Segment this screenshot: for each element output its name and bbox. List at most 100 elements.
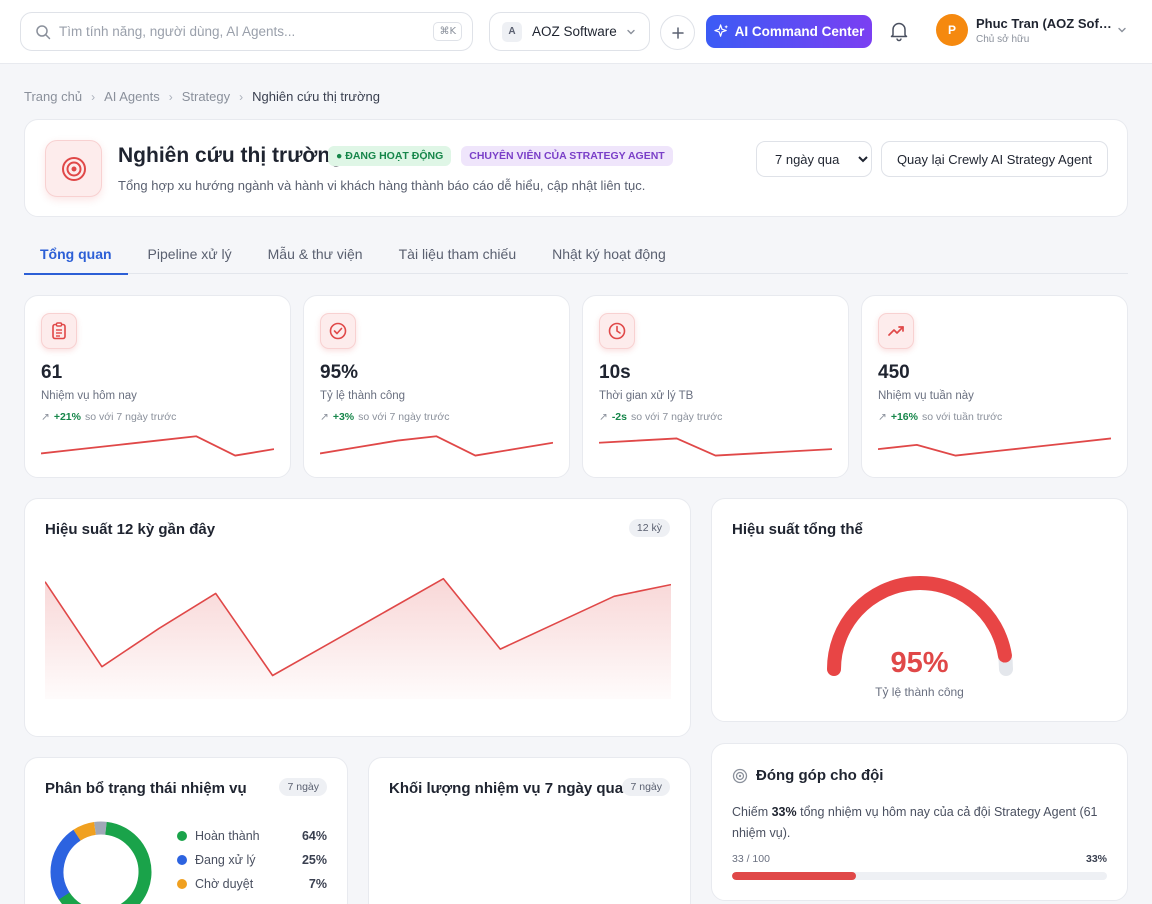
shortcut-hint: ⌘K (433, 22, 462, 41)
user-menu[interactable]: P Phuc Tran (AOZ Software) Chủ sở hữu (936, 14, 1128, 46)
stat-label: Nhiệm vụ tuần này (878, 390, 974, 402)
legend-label: Hoàn thành (195, 829, 260, 843)
ai-command-center-button[interactable]: AI Command Center (706, 15, 872, 48)
contribution-text-suffix: tổng nhiệm vụ hôm nay của cả đội Strateg… (732, 805, 1098, 840)
clipboard-icon (41, 313, 77, 349)
stat-delta: +3% (332, 411, 355, 423)
tab-references[interactable]: Tài liệu tham chiếu (398, 246, 517, 262)
sparkline-series (320, 435, 553, 457)
performance-chart-title: Hiệu suất 12 kỳ gần đây (45, 521, 216, 538)
progress-track (732, 872, 1107, 880)
breadcrumb: Trang chủ › AI Agents › Strategy › Nghiê… (24, 89, 380, 104)
back-to-strategy-agent-button[interactable]: Quay lại Crewly AI Strategy Agent (881, 141, 1108, 177)
period-pill: 12 kỳ (628, 519, 670, 537)
trend-up-icon (878, 313, 914, 349)
tab-templates[interactable]: Mẫu & thư viện (267, 246, 363, 262)
ai-command-center-label: AI Command Center (734, 24, 865, 39)
page-description: Tổng hợp xu hướng ngành và hành vi khách… (118, 178, 646, 193)
arrow-up-right-icon: ↗ (320, 411, 329, 423)
team-contribution-card: Đóng góp cho đội Chiếm 33% tổng nhiệm vụ… (711, 743, 1128, 901)
gauge-label: Tỷ lệ thành công (875, 685, 964, 699)
stat-value: 61 (41, 362, 63, 383)
avatar: P (936, 14, 968, 46)
success-gauge (827, 576, 1013, 676)
stat-delta-note: so với 7 ngày trước (631, 411, 723, 423)
sparkline-series (41, 435, 274, 457)
legend-dot (177, 879, 187, 889)
stat-delta: +16% (890, 411, 918, 423)
legend-label: Chờ duyệt (195, 877, 254, 891)
status-donut-chart (50, 821, 152, 904)
role-badge: CHUYÊN VIÊN CỦA STRATEGY AGENT (461, 146, 673, 166)
stat-card-success-rate: 95% Tỷ lệ thành công ↗ +3% so với 7 ngày t… (303, 295, 570, 478)
volume-title: Khối lượng nhiệm vụ 7 ngày qua (389, 780, 624, 797)
stat-card-avg-time: 10s Thời gian xử lý TB ↗ -2s so với 7 ngày… (582, 295, 849, 478)
workspace-switcher[interactable]: A AOZ Software (489, 12, 650, 51)
arrow-up-right-icon: ↗ (599, 411, 608, 423)
period-pill: 7 ngày (622, 778, 670, 796)
workspace-badge: A (502, 21, 522, 42)
sparkline (599, 437, 832, 457)
performance-area-chart (45, 577, 671, 699)
stat-value: 10s (599, 362, 631, 383)
legend-item: Chờ duyệt 7% (177, 877, 327, 891)
contribution-title: Đóng góp cho đội (756, 767, 884, 784)
overall-performance-card: Hiệu suất tổng thể 95% Tỷ lệ thành công (711, 498, 1128, 722)
target-icon (732, 768, 748, 784)
performance-chart-card: Hiệu suất 12 kỳ gần đây 12 kỳ (24, 498, 691, 737)
notifications-button[interactable] (888, 20, 910, 45)
sparkline (320, 435, 553, 457)
plus-icon (671, 26, 684, 39)
stat-card-tasks-today: 61 Nhiệm vụ hôm nay ↗ +21% so với 7 ngày t… (24, 295, 291, 478)
gauge-fill (827, 576, 1012, 676)
legend-pct: 25% (301, 853, 327, 867)
add-button[interactable] (660, 15, 695, 50)
chevron-down-icon (1118, 27, 1126, 33)
stat-label: Tỷ lệ thành công (320, 390, 406, 402)
stat-delta: -2s (611, 411, 627, 423)
tab-activity-log[interactable]: Nhật ký hoạt động (552, 246, 666, 262)
user-role: Chủ sở hữu (976, 33, 1030, 45)
legend-item: Hoàn thành 64% (177, 829, 327, 843)
breadcrumb-current: Nghiên cứu thị trường (252, 89, 380, 104)
breadcrumb-strategy[interactable]: Strategy (181, 89, 231, 104)
donut-slice (50, 821, 152, 904)
tab-pipeline[interactable]: Pipeline xử lý (147, 246, 232, 262)
contribution-share: 33% (771, 805, 797, 819)
stat-value: 95% (320, 362, 359, 383)
stat-value: 450 (878, 362, 910, 383)
target-icon (45, 140, 102, 197)
sparkle-icon (713, 24, 728, 37)
chevron-right-icon: › (168, 89, 173, 104)
sparkline (41, 435, 274, 457)
overall-title: Hiệu suất tổng thể (732, 521, 863, 538)
task-volume-card: Khối lượng nhiệm vụ 7 ngày qua 7 ngày (368, 757, 691, 904)
search-box[interactable]: ⌘K (20, 12, 473, 51)
top-bar: ⌘K A AOZ Software AI Command Center P Ph… (0, 0, 1152, 64)
area-fill (45, 578, 671, 699)
chevron-right-icon: › (91, 89, 96, 104)
legend-pct: 7% (308, 877, 327, 891)
stat-label: Nhiệm vụ hôm nay (41, 390, 137, 402)
sparkline-series (878, 437, 1111, 457)
page-title: Nghiên cứu thị trường (118, 144, 343, 167)
legend-item: Đang xử lý 25% (177, 853, 327, 867)
clock-icon (599, 313, 635, 349)
contribution-text-prefix: Chiếm (732, 805, 772, 819)
bell-icon (890, 22, 908, 42)
progress-fill (732, 872, 856, 880)
distribution-title: Phân bổ trạng thái nhiệm vụ (45, 780, 247, 797)
check-circle-icon (320, 313, 356, 349)
status-distribution-card: Phân bổ trạng thái nhiệm vụ 7 ngày Hoàn … (24, 757, 348, 904)
tab-overview[interactable]: Tổng quan (24, 234, 128, 275)
breadcrumb-ai-agents[interactable]: AI Agents (104, 89, 160, 104)
period-pill: 7 ngày (279, 778, 327, 796)
chevron-right-icon: › (239, 89, 244, 104)
legend-dot (177, 855, 187, 865)
status-badge: ● ĐANG HOẠT ĐỘNG (328, 146, 452, 166)
donut-slice (50, 821, 152, 904)
search-input[interactable] (59, 24, 434, 39)
breadcrumb-home[interactable]: Trang chủ (24, 89, 83, 104)
period-select[interactable]: 7 ngày qua (756, 141, 872, 177)
agent-header-card: Nghiên cứu thị trường ● ĐANG HOẠT ĐỘNG C… (24, 119, 1128, 217)
